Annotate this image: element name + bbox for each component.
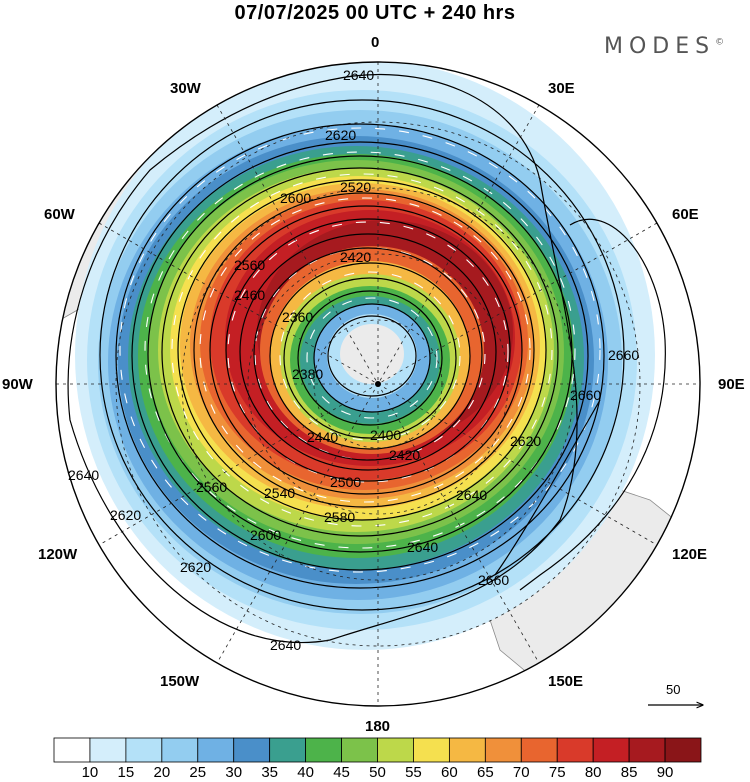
colorbar-tick-label: 60 <box>441 764 458 781</box>
lon-label-150w: 150W <box>160 673 200 690</box>
contour-labels: 2640 2620 2600 2560 2520 2460 2420 2360 … <box>68 67 639 653</box>
colorbar-tick-label: 35 <box>261 764 278 781</box>
colorbar-tick-label: 25 <box>189 764 207 781</box>
colorbar-tick-label: 65 <box>476 764 494 781</box>
contour-label: 2500 <box>330 474 361 490</box>
contour-label: 2660 <box>570 387 601 403</box>
colorbar-tick-label: 85 <box>620 764 638 781</box>
contour-label: 2380 <box>292 366 323 382</box>
colorbar-tick-label: 20 <box>153 764 171 781</box>
colorbar-tick-label: 10 <box>81 764 99 781</box>
contour-2660-east <box>519 218 666 591</box>
contour-label: 2420 <box>340 249 371 265</box>
contour-label: 2640 <box>270 637 301 653</box>
contour-label: 2600 <box>280 190 311 206</box>
lon-label-30w: 30W <box>170 80 201 97</box>
wind-vectors <box>119 127 601 573</box>
contour-label: 2620 <box>180 559 211 575</box>
contour-label: 2560 <box>196 479 227 495</box>
contour-label: 2640 <box>456 487 487 503</box>
contour-label: 2420 <box>389 447 420 463</box>
contour-label: 2560 <box>234 257 265 273</box>
contour-label: 2460 <box>234 287 265 303</box>
colorbar-tick-label: 30 <box>225 764 243 781</box>
contour-label: 2360 <box>282 309 313 325</box>
contour-label: 2620 <box>510 433 541 449</box>
contour-label: 2600 <box>250 527 281 543</box>
brand-logo: MODES© <box>604 34 724 59</box>
map-title: 07/07/2025 00 UTC + 240 hrs <box>234 2 516 24</box>
colorbar-tick-label: 70 <box>512 764 530 781</box>
contour-2660-southeast <box>494 399 601 576</box>
colorbar-tick-label: 55 <box>405 764 422 781</box>
contour-label: 2620 <box>325 127 356 143</box>
colorbar-tick-label: 15 <box>117 764 135 781</box>
brand-copyright-mark: © <box>715 37 725 48</box>
lon-label-0: 0 <box>371 34 380 51</box>
lon-label-180: 180 <box>365 718 391 735</box>
lon-label-60w: 60W <box>44 206 75 223</box>
lon-label-120w: 120W <box>38 546 78 563</box>
colorbar-tick-label: 45 <box>333 764 350 781</box>
contour-label: 2580 <box>324 509 355 525</box>
contour-label: 2640 <box>68 467 99 483</box>
contour-label: 2660 <box>608 347 639 363</box>
wind-reference-label: 50 <box>666 682 681 697</box>
map-boundary <box>55 61 701 707</box>
south-pole-marker <box>375 381 381 387</box>
contour-label: 2400 <box>370 427 401 443</box>
colorbar-tick-label: 90 <box>656 764 674 781</box>
colorbar-tick-label: 75 <box>548 764 566 781</box>
lon-label-150e: 150E <box>548 673 584 690</box>
contour-label: 2440 <box>307 429 338 445</box>
colorbar-tick-label: 80 <box>584 764 602 781</box>
colorbar-tick-label: 50 <box>369 764 386 781</box>
contour-label: 2620 <box>110 507 141 523</box>
contour-2640 <box>67 73 578 644</box>
geopotential-contours <box>67 73 666 644</box>
lon-label-120e: 120E <box>672 546 708 563</box>
lon-label-90w: 90W <box>2 376 33 393</box>
lon-label-90e: 90E <box>718 376 745 393</box>
contour-label: 2540 <box>264 485 295 501</box>
brand-name: MODES <box>604 34 716 59</box>
lon-label-60e: 60E <box>672 206 699 223</box>
lon-label-30e: 30E <box>548 80 575 97</box>
contour-label: 2520 <box>340 179 371 195</box>
colorbar-tick-label: 40 <box>297 764 314 781</box>
contour-label: 2660 <box>478 572 509 588</box>
contour-label: 2640 <box>407 539 438 555</box>
contour-label: 2640 <box>343 67 374 83</box>
